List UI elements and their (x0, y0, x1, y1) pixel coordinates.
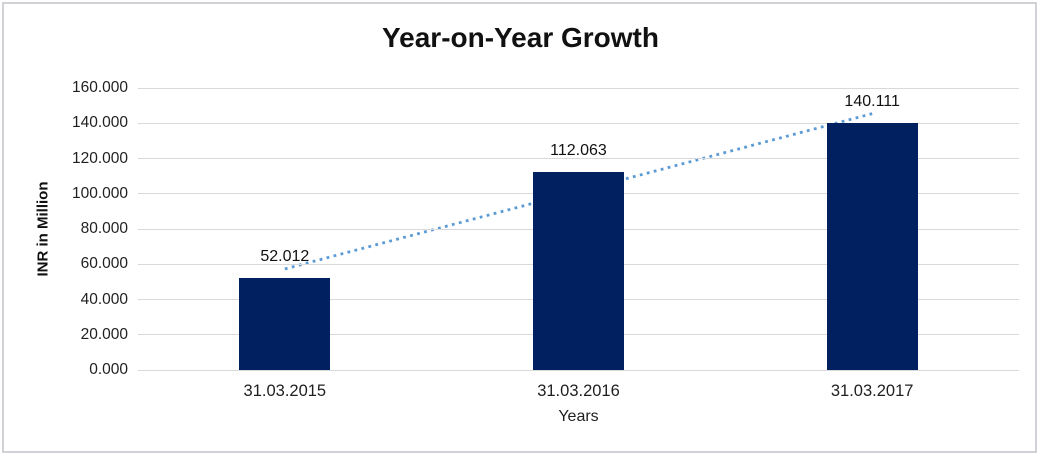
bar (239, 278, 331, 370)
y-axis-tick-label: 100.000 (71, 184, 128, 202)
bar (533, 172, 624, 370)
bar (826, 123, 918, 370)
x-axis-category-label: 31.03.2015 (243, 382, 327, 400)
y-axis-tick-label: 40.000 (80, 290, 128, 308)
gridline (138, 122, 1019, 124)
y-axis-tick-label: 20.000 (80, 325, 128, 343)
x-axis-title: Years (558, 408, 599, 425)
bar-data-label: 52.012 (260, 248, 310, 266)
y-axis-tick-label: 120.000 (71, 149, 128, 167)
bar-data-label: 112.063 (550, 142, 607, 160)
y-axis-tick-label: 160.000 (71, 79, 128, 96)
gridline (138, 369, 1019, 371)
x-axis-category-label: 31.03.2017 (830, 382, 914, 400)
y-axis-tick-label: 0.000 (89, 361, 128, 378)
gridline (138, 87, 1019, 89)
bar-data-label: 140.111 (844, 93, 900, 111)
y-axis-tick-label: 140.000 (71, 114, 128, 132)
y-axis-tick-label: 60.000 (80, 255, 128, 273)
chart-title: Year-on-Year Growth (382, 22, 659, 53)
x-axis-category-label: 31.03.2016 (537, 382, 620, 400)
gridline (138, 158, 1019, 159)
y-axis-tick-label: 80.000 (80, 220, 128, 237)
